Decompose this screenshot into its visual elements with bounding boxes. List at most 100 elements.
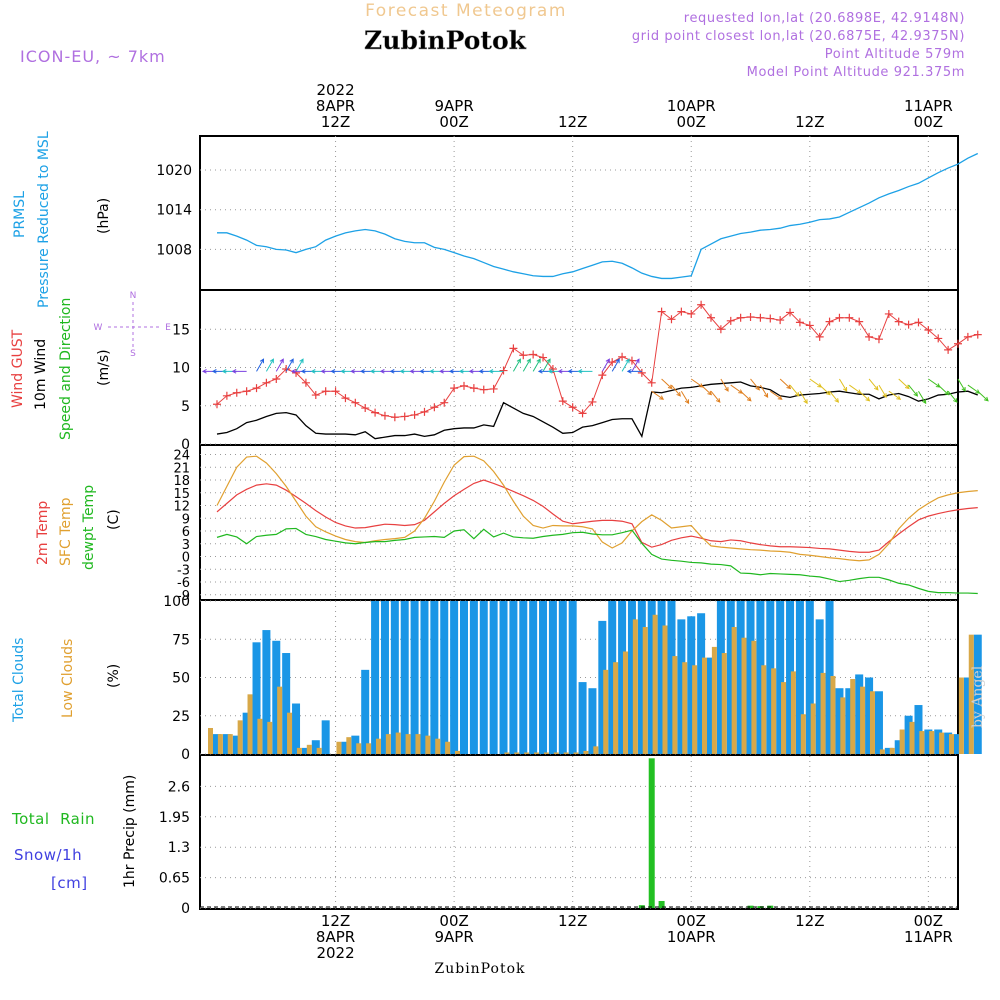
bottom-time-label: 12Z bbox=[321, 912, 350, 930]
top-time-label: 8APR bbox=[316, 97, 355, 115]
model-name: ICON-EU, ~ 7km bbox=[20, 47, 166, 66]
total-cloud-bar bbox=[795, 601, 804, 754]
gust-marker bbox=[835, 313, 844, 322]
low-cloud-bar bbox=[415, 734, 421, 754]
wind-direction-arrow bbox=[710, 390, 721, 403]
total-cloud-bar bbox=[213, 734, 221, 754]
total-cloud-bar bbox=[292, 703, 301, 754]
temp-tick-label: 3 bbox=[182, 538, 190, 553]
gust-marker bbox=[588, 397, 597, 406]
total-cloud-bar bbox=[578, 682, 587, 754]
low-cloud-bar bbox=[425, 735, 431, 754]
low-cloud-bar bbox=[741, 637, 747, 754]
total-cloud-bar bbox=[647, 601, 656, 754]
precip-side-labels: Total Rain Snow/1h [cm] 1hr Precip (mm) bbox=[11, 775, 138, 892]
total-cloud-bar bbox=[380, 601, 389, 754]
low-cloud-bar bbox=[642, 627, 648, 754]
gust-marker bbox=[400, 412, 409, 421]
low-cloud-bar bbox=[840, 697, 846, 754]
total-cloud-bar bbox=[529, 601, 538, 754]
gust-marker bbox=[410, 410, 419, 419]
gust-marker bbox=[944, 345, 953, 354]
wind-direction-arrow bbox=[730, 384, 744, 394]
gust-marker bbox=[460, 381, 468, 390]
low-cloud-bar bbox=[820, 672, 826, 754]
total-cloud-bar bbox=[677, 619, 686, 754]
total-cloud-bar bbox=[341, 741, 350, 754]
model-altitude: Model Point Altitude 921.375m bbox=[747, 65, 965, 80]
temp-tick-label: -9 bbox=[177, 589, 190, 604]
total-cloud-bar bbox=[311, 740, 320, 754]
low-cloud-bar bbox=[296, 747, 302, 754]
low-cloud-bar bbox=[445, 741, 451, 754]
total-cloud-bar bbox=[489, 601, 498, 754]
low-cloud-bar bbox=[435, 738, 441, 754]
gust-marker bbox=[430, 403, 439, 412]
gust-marker bbox=[558, 397, 567, 406]
gust-marker bbox=[598, 371, 607, 380]
low-cloud-bar bbox=[662, 625, 668, 754]
gust-marker bbox=[934, 334, 943, 343]
top-time-label: 00Z bbox=[677, 113, 706, 131]
gust-marker bbox=[667, 315, 676, 324]
precip-tick-label: 1.95 bbox=[159, 810, 190, 826]
low-cloud-bar bbox=[346, 737, 352, 754]
clouds-unit: (%) bbox=[106, 664, 122, 688]
low-cloud-bar bbox=[850, 679, 856, 754]
gust-marker bbox=[539, 353, 548, 362]
cloud-tick-label: 25 bbox=[172, 709, 190, 725]
cloud-tick-label: 75 bbox=[172, 632, 190, 648]
temp-tick-label: 24 bbox=[173, 449, 190, 464]
low-cloud-bar bbox=[800, 714, 806, 754]
wind-direction-arrow bbox=[789, 384, 800, 397]
gust-marker bbox=[351, 398, 360, 407]
wind-direction-arrow bbox=[829, 390, 840, 403]
low-cloud-bar bbox=[682, 662, 688, 754]
total-cloud-bar bbox=[272, 640, 281, 754]
gust-marker bbox=[815, 332, 824, 341]
precip-panel bbox=[200, 758, 958, 909]
total-cloud-bar bbox=[479, 601, 488, 754]
pressure-side-labels: PRMSL Pressure Reduced to MSL (hPa) bbox=[12, 131, 112, 308]
bottom-time-label: 2022 bbox=[316, 944, 354, 962]
frame-wind bbox=[199, 289, 959, 446]
low-cloud-bar bbox=[563, 752, 569, 754]
gust-marker bbox=[450, 384, 459, 393]
total-cloud-bar bbox=[707, 657, 715, 754]
gust-marker bbox=[341, 394, 350, 403]
gust-marker bbox=[489, 384, 498, 393]
gust-marker bbox=[973, 330, 982, 339]
gust-marker bbox=[479, 385, 488, 394]
temp2m-label: 2m Temp bbox=[35, 501, 51, 565]
gust-marker bbox=[578, 409, 587, 418]
total-cloud-bar bbox=[736, 601, 745, 754]
wind-tick-label: 5 bbox=[181, 399, 190, 415]
total-cloud-bar bbox=[776, 601, 785, 754]
rain-bar bbox=[648, 758, 655, 908]
gust-marker bbox=[213, 400, 221, 409]
snow-label: Snow/1h bbox=[14, 846, 82, 864]
low-cloud-bar bbox=[395, 732, 401, 754]
wind-direction-arrow bbox=[779, 378, 792, 390]
rain-bar bbox=[658, 900, 665, 908]
gust-marker bbox=[825, 317, 834, 326]
total-cloud-bar bbox=[963, 677, 972, 754]
low-clouds-label: Low Clouds bbox=[60, 639, 76, 718]
gust-marker bbox=[618, 352, 627, 361]
total-cloud-bar bbox=[627, 601, 636, 754]
wind-direction-arrow bbox=[256, 358, 265, 372]
wind-tick-label: 15 bbox=[172, 322, 190, 338]
low-cloud-bar bbox=[534, 752, 540, 754]
low-cloud-bar bbox=[553, 752, 559, 754]
gust-marker bbox=[766, 314, 775, 323]
total-cloud-bar bbox=[667, 601, 676, 754]
low-cloud-bar bbox=[385, 734, 391, 754]
wind-direction-arrow bbox=[898, 378, 910, 390]
low-cloud-bar bbox=[929, 731, 935, 754]
rain-bar bbox=[747, 905, 754, 908]
total-cloud-bar bbox=[874, 691, 883, 754]
wind-direction-arrow bbox=[601, 358, 610, 372]
panel-gridlines bbox=[335, 136, 929, 909]
low-cloud-bar bbox=[711, 646, 717, 754]
